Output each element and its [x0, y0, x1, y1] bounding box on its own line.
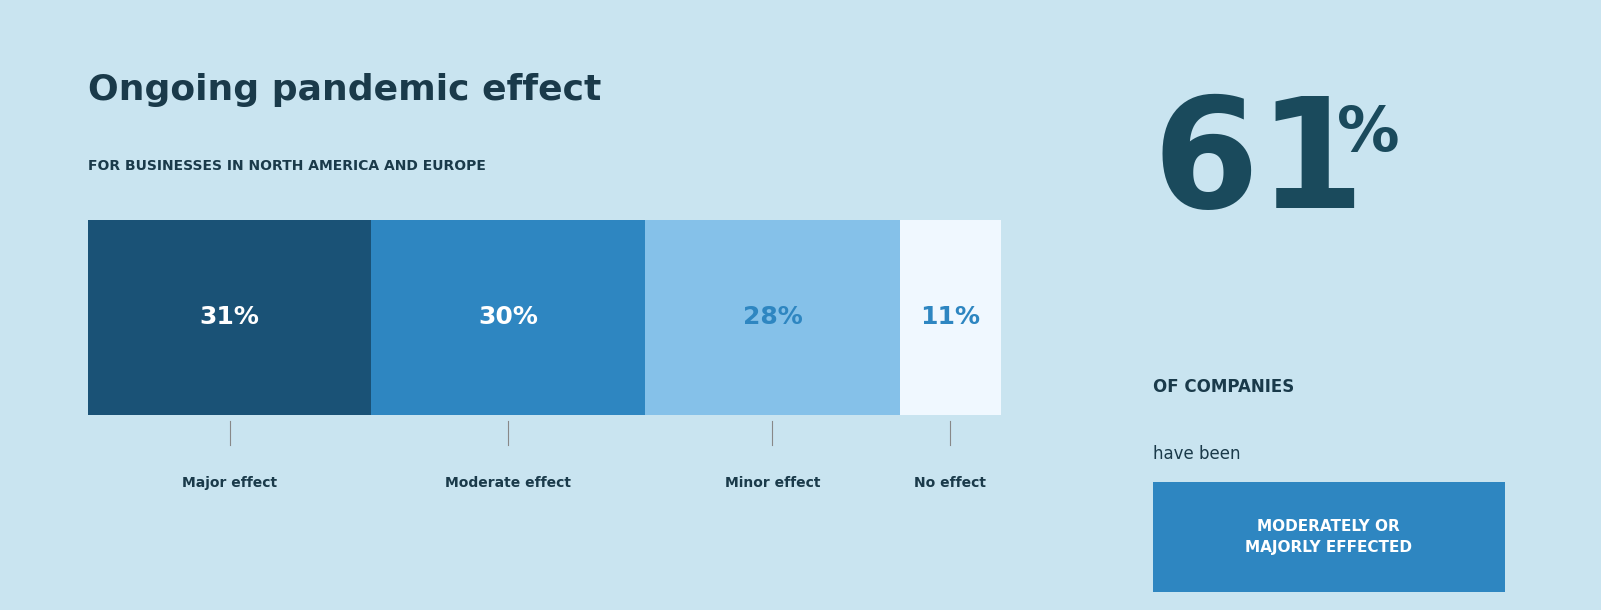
Text: %: %	[1337, 104, 1399, 163]
Text: 31%: 31%	[200, 305, 259, 329]
Text: 11%: 11%	[921, 305, 980, 329]
Text: Moderate effect: Moderate effect	[445, 476, 572, 490]
Text: OF COMPANIES: OF COMPANIES	[1153, 378, 1294, 396]
Text: Major effect: Major effect	[183, 476, 277, 490]
Text: MODERATELY OR
MAJORLY EFFECTED: MODERATELY OR MAJORLY EFFECTED	[1246, 518, 1412, 555]
Text: have been: have been	[1153, 445, 1241, 464]
FancyBboxPatch shape	[1153, 482, 1505, 592]
FancyBboxPatch shape	[645, 220, 900, 415]
Text: 28%: 28%	[743, 305, 802, 329]
Text: Minor effect: Minor effect	[725, 476, 820, 490]
FancyBboxPatch shape	[371, 220, 645, 415]
Text: Ongoing pandemic effect: Ongoing pandemic effect	[88, 73, 602, 107]
Text: FOR BUSINESSES IN NORTH AMERICA AND EUROPE: FOR BUSINESSES IN NORTH AMERICA AND EURO…	[88, 159, 487, 173]
Text: 61: 61	[1153, 92, 1366, 240]
Text: No effect: No effect	[914, 476, 986, 490]
FancyBboxPatch shape	[900, 220, 1001, 415]
Text: 30%: 30%	[479, 305, 538, 329]
FancyBboxPatch shape	[88, 220, 371, 415]
